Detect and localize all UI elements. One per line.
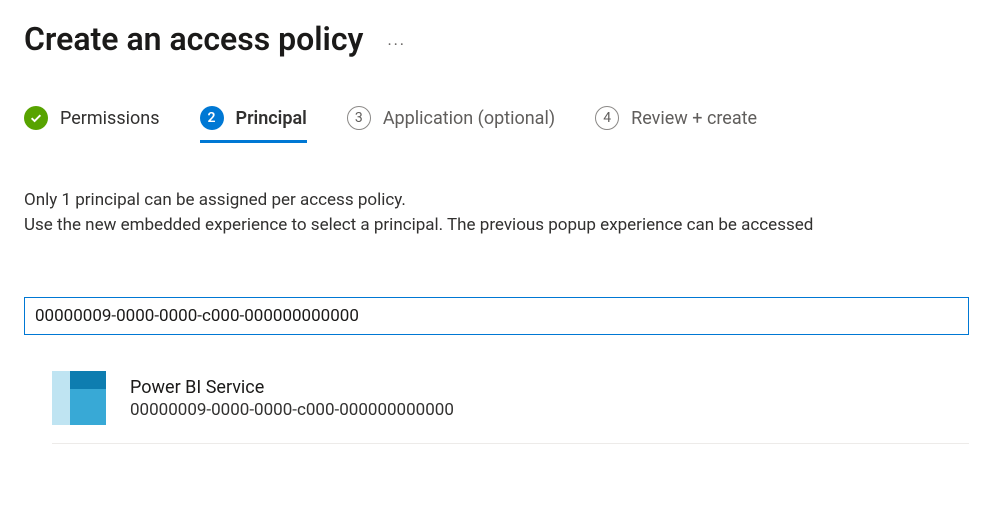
search-results: Power BI Service 00000009-0000-0000-c000… xyxy=(24,363,969,444)
checkmark-icon xyxy=(24,106,48,130)
page-title: Create an access policy xyxy=(24,20,363,58)
tab-label: Principal xyxy=(236,108,307,129)
tab-principal[interactable]: 2 Principal xyxy=(200,106,307,143)
tab-label: Permissions xyxy=(60,108,160,129)
description-text: Only 1 principal can be assigned per acc… xyxy=(24,188,969,237)
tab-application[interactable]: 3 Application (optional) xyxy=(347,106,555,140)
step-number-icon: 3 xyxy=(347,106,371,130)
step-number-icon: 2 xyxy=(200,106,224,130)
result-id: 00000009-0000-0000-c000-000000000000 xyxy=(130,400,454,420)
result-name: Power BI Service xyxy=(130,377,454,398)
tab-permissions[interactable]: Permissions xyxy=(24,106,160,140)
tab-review-create[interactable]: 4 Review + create xyxy=(595,106,757,140)
principal-search-input[interactable] xyxy=(24,297,969,335)
wizard-tabs: Permissions 2 Principal 3 Application (o… xyxy=(24,106,969,140)
step-number-icon: 4 xyxy=(595,106,619,130)
description-line: Use the new embedded experience to selec… xyxy=(24,213,969,238)
tab-label: Review + create xyxy=(631,108,757,129)
description-line: Only 1 principal can be assigned per acc… xyxy=(24,188,969,213)
tab-label: Application (optional) xyxy=(383,108,555,129)
more-actions-icon[interactable]: ··· xyxy=(387,25,406,54)
service-tile-icon xyxy=(52,371,106,425)
result-item[interactable]: Power BI Service 00000009-0000-0000-c000… xyxy=(52,363,969,444)
